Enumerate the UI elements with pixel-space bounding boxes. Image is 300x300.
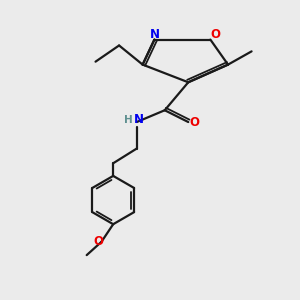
Text: H: H (124, 115, 133, 125)
Text: N: N (149, 28, 159, 41)
Text: N: N (134, 113, 144, 126)
Text: O: O (211, 28, 221, 41)
Text: O: O (93, 236, 103, 248)
Text: O: O (190, 116, 200, 128)
